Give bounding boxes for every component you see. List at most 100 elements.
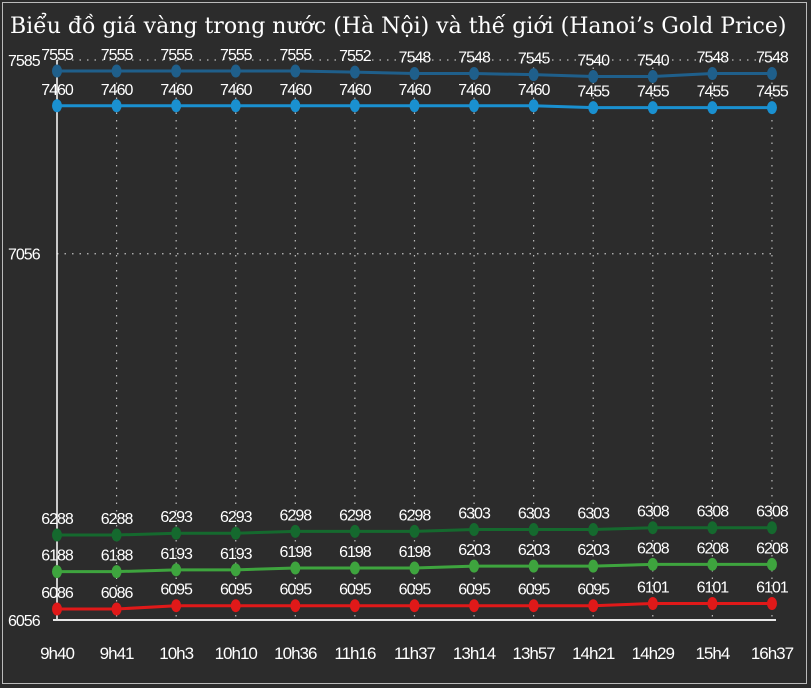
- data-point: [171, 599, 182, 613]
- x-tick-label: 13h57: [512, 644, 555, 663]
- data-point: [707, 101, 718, 115]
- data-label: 7555: [41, 47, 74, 64]
- data-label: 7545: [518, 51, 551, 68]
- data-label: 6208: [697, 540, 730, 557]
- data-label: 6293: [220, 509, 253, 526]
- data-point: [766, 521, 777, 535]
- x-tick-label: 16h37: [751, 644, 794, 663]
- data-label: 6288: [41, 511, 74, 528]
- x-tick-label: 13h14: [453, 644, 496, 663]
- data-label: 7460: [339, 82, 372, 99]
- data-point: [111, 528, 122, 542]
- data-point: [230, 526, 241, 540]
- data-point: [469, 559, 480, 573]
- data-label: 6095: [518, 582, 551, 599]
- data-point: [290, 561, 301, 575]
- data-label: 7460: [458, 82, 491, 99]
- data-label: 6101: [637, 580, 670, 597]
- data-point: [171, 526, 182, 540]
- data-label: 7548: [697, 50, 730, 67]
- data-point: [707, 521, 718, 535]
- data-point: [469, 599, 480, 613]
- data-label: 7540: [637, 52, 670, 69]
- data-point: [588, 69, 599, 83]
- data-point: [766, 67, 777, 81]
- data-point: [349, 99, 360, 113]
- data-label: 7460: [160, 82, 193, 99]
- data-label: 7460: [41, 82, 74, 99]
- data-label: 6308: [637, 504, 670, 521]
- data-point: [766, 101, 777, 115]
- data-label: 7555: [280, 47, 313, 64]
- data-point: [409, 599, 420, 613]
- data-label: 6308: [756, 504, 789, 521]
- data-label: 7455: [637, 84, 670, 101]
- data-label: 7555: [160, 47, 193, 64]
- data-point: [588, 523, 599, 537]
- data-label: 7548: [756, 50, 789, 67]
- data-point: [230, 599, 241, 613]
- x-tick-label: 9h41: [100, 644, 134, 663]
- data-label: 7460: [518, 82, 551, 99]
- data-point: [111, 64, 122, 78]
- data-point: [469, 67, 480, 81]
- data-point: [171, 99, 182, 113]
- data-point: [647, 557, 658, 571]
- data-point: [290, 524, 301, 538]
- data-label: 6095: [458, 582, 491, 599]
- data-point: [528, 599, 539, 613]
- data-point: [409, 67, 420, 81]
- data-label: 6188: [101, 548, 134, 565]
- data-label: 6208: [637, 540, 670, 557]
- data-label: 6208: [756, 540, 789, 557]
- data-label: 7455: [577, 84, 610, 101]
- data-point: [349, 524, 360, 538]
- data-label: 6095: [399, 582, 432, 599]
- data-label: 6303: [518, 506, 551, 523]
- chart-title: Biểu đồ giá vàng trong nước (Hà Nội) và …: [10, 14, 787, 39]
- data-point: [230, 99, 241, 113]
- data-label: 6095: [577, 582, 610, 599]
- data-label: 6298: [399, 507, 432, 524]
- data-label: 6198: [339, 544, 372, 561]
- data-point: [588, 559, 599, 573]
- data-point: [409, 561, 420, 575]
- data-point: [766, 557, 777, 571]
- data-label: 6203: [577, 542, 610, 559]
- data-label: 6198: [280, 544, 313, 561]
- data-point: [647, 69, 658, 83]
- data-label: 6095: [339, 582, 372, 599]
- data-point: [290, 599, 301, 613]
- y-tick-label: 7585: [8, 53, 41, 70]
- y-tick-label: 7056: [8, 247, 41, 264]
- data-point: [52, 64, 62, 78]
- data-point: [469, 99, 480, 113]
- data-label: 6303: [458, 506, 491, 523]
- data-point: [588, 599, 599, 613]
- data-label: 6086: [41, 585, 74, 602]
- data-point: [707, 597, 718, 611]
- data-point: [707, 67, 718, 81]
- x-tick-label: 11h37: [394, 644, 436, 663]
- x-tick-label: 9h40: [40, 644, 74, 663]
- x-tick-label: 14h29: [632, 644, 675, 663]
- data-label: 6203: [458, 542, 491, 559]
- data-label: 6298: [339, 507, 372, 524]
- data-point: [528, 559, 539, 573]
- data-point: [707, 557, 718, 571]
- data-label: 6193: [220, 546, 253, 563]
- data-point: [111, 565, 122, 579]
- data-label: 7460: [101, 82, 134, 99]
- data-label: 6188: [41, 548, 74, 565]
- data-point: [52, 565, 62, 579]
- y-tick-label: 6056: [8, 613, 41, 630]
- data-label: 6095: [160, 582, 193, 599]
- data-label: 7460: [280, 82, 313, 99]
- data-label: 6303: [577, 506, 610, 523]
- data-point: [171, 64, 182, 78]
- data-label: 6298: [280, 507, 313, 524]
- data-label: 6308: [697, 504, 730, 521]
- data-label: 6203: [518, 542, 551, 559]
- x-tick-label: 11h16: [334, 644, 376, 663]
